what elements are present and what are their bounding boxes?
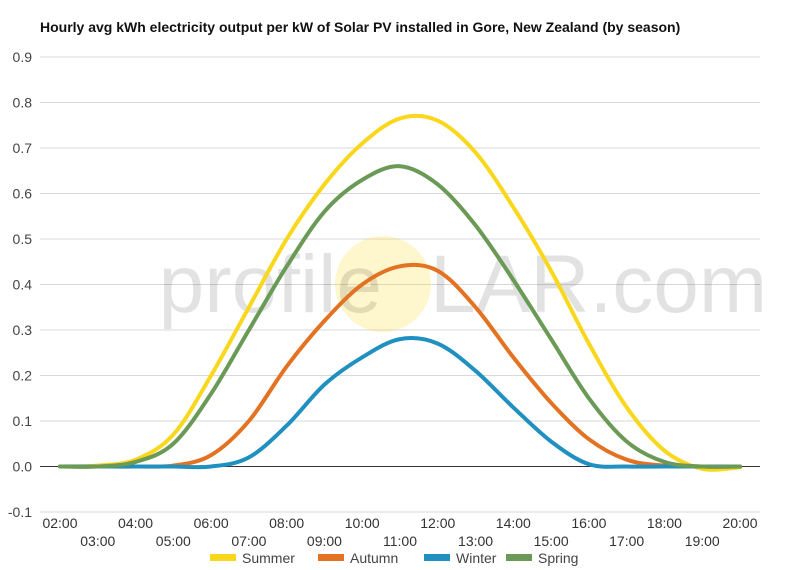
- legend-label: Summer: [242, 550, 295, 566]
- series-lines: [58, 113, 742, 472]
- y-tick-label: 0.9: [13, 49, 33, 65]
- x-tick-label: 02:00: [42, 515, 77, 531]
- legend: Summer Autumn Winter Spring: [210, 550, 578, 566]
- legend-swatch: [506, 554, 532, 561]
- y-tick-label: -0.1: [8, 504, 32, 520]
- legend-label: Spring: [538, 550, 578, 566]
- legend-swatch: [424, 554, 450, 561]
- legend-swatch: [318, 554, 344, 561]
- x-tick-label: 09:00: [307, 533, 342, 549]
- watermark-right-text: LAR.com: [430, 239, 767, 330]
- legend-item-summer[interactable]: Summer: [210, 550, 295, 566]
- legend-label: Autumn: [350, 550, 398, 566]
- axes: -0.10.00.10.20.30.40.50.60.70.80.902:000…: [8, 49, 760, 549]
- x-tick-label: 14:00: [496, 515, 531, 531]
- legend-item-spring[interactable]: Spring: [506, 550, 578, 566]
- x-tick-label: 17:00: [609, 533, 644, 549]
- series-line-winter: [58, 336, 742, 470]
- series-line-spring: [58, 164, 742, 469]
- y-tick-label: 0.6: [13, 186, 33, 202]
- watermark-sun-icon: [335, 236, 431, 332]
- x-tick-label: 10:00: [345, 515, 380, 531]
- grid-lines: [40, 56, 760, 513]
- y-tick-label: 0.3: [13, 322, 33, 338]
- y-tick-label: 0.2: [13, 368, 33, 384]
- x-tick-label: 19:00: [685, 533, 720, 549]
- x-tick-label: 11:00: [383, 533, 417, 549]
- x-tick-label: 08:00: [269, 515, 304, 531]
- x-tick-label: 16:00: [571, 515, 606, 531]
- x-tick-label: 20:00: [722, 515, 757, 531]
- legend-swatch: [210, 554, 236, 561]
- y-tick-label: 0.7: [13, 140, 33, 156]
- chart-title: Hourly avg kWh electricity output per kW…: [40, 19, 681, 35]
- x-tick-label: 13:00: [458, 533, 493, 549]
- y-tick-label: 0.8: [13, 95, 33, 111]
- x-tick-label: 06:00: [194, 515, 229, 531]
- y-tick-label: 0.5: [13, 231, 33, 247]
- legend-label: Winter: [456, 550, 497, 566]
- x-tick-label: 07:00: [231, 533, 266, 549]
- x-tick-label: 18:00: [647, 515, 682, 531]
- series-line-summer: [58, 113, 742, 472]
- y-tick-label: 0.1: [13, 413, 33, 429]
- y-tick-label: 0.0: [13, 459, 33, 475]
- y-tick-label: 0.4: [13, 277, 33, 293]
- profilesolar-watermark: profile LAR.com: [159, 236, 767, 332]
- x-tick-label: 04:00: [118, 515, 153, 531]
- x-tick-label: 05:00: [156, 533, 191, 549]
- watermark-left-text: profile: [159, 239, 382, 330]
- x-tick-label: 12:00: [420, 515, 455, 531]
- legend-item-autumn[interactable]: Autumn: [318, 550, 398, 566]
- legend-item-winter[interactable]: Winter: [424, 550, 497, 566]
- x-tick-label: 15:00: [534, 533, 569, 549]
- x-tick-label: 03:00: [80, 533, 115, 549]
